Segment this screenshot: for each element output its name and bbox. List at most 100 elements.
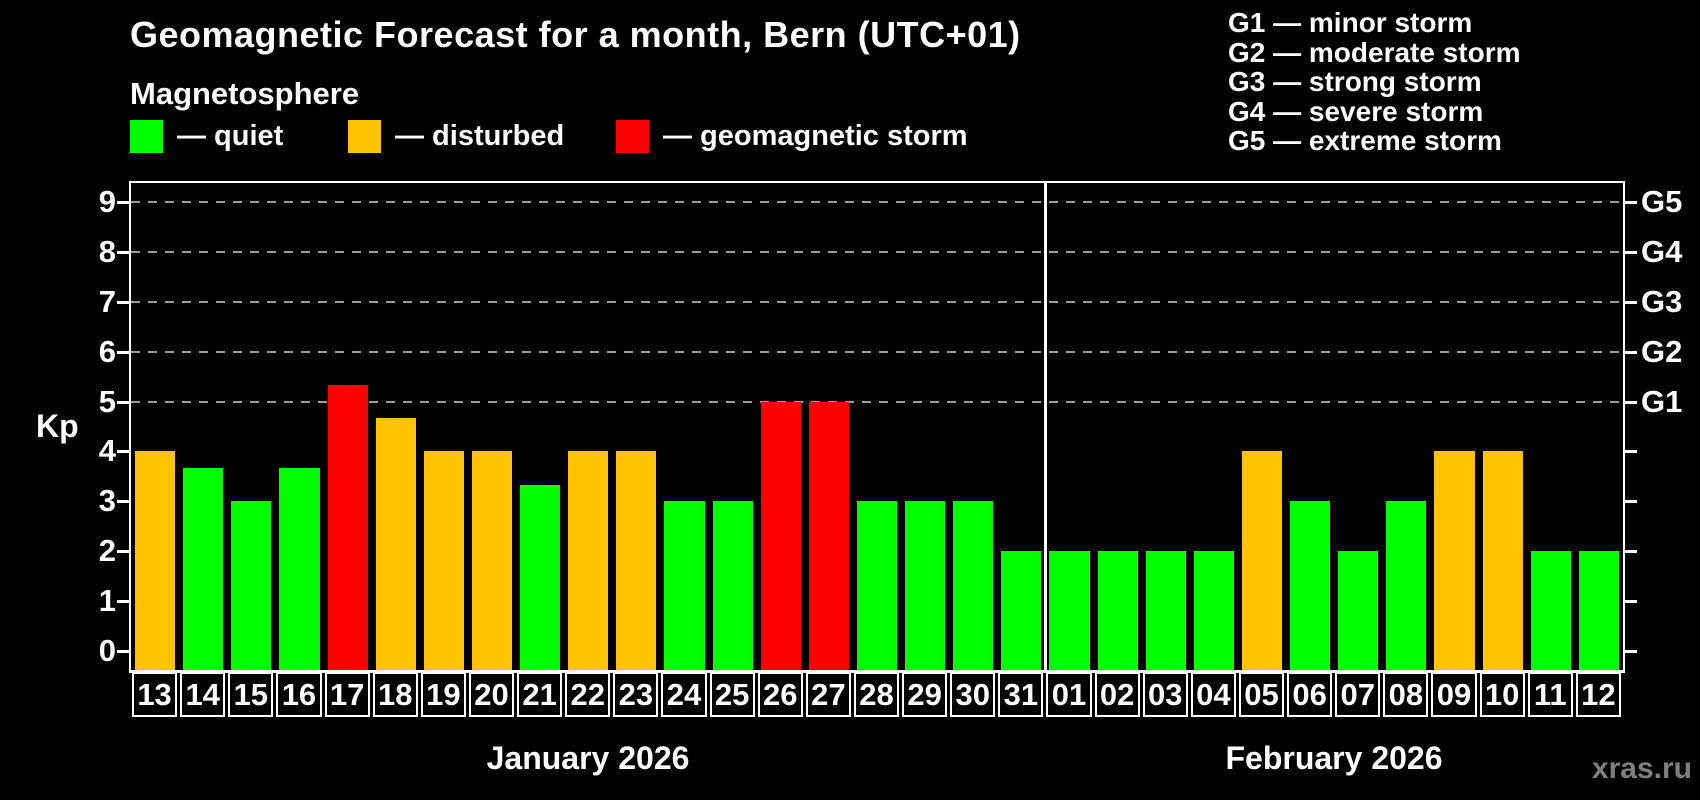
date-cell-24: 24	[661, 672, 707, 717]
kp-bar-25	[712, 501, 753, 670]
y-tick-label-1: 1	[98, 583, 116, 619]
g-scale-label-g5: G5	[1641, 183, 1683, 219]
y-axis-tick-right-2	[1625, 550, 1637, 554]
y-tick-label-8: 8	[98, 233, 116, 269]
y-tick-label-4: 4	[98, 433, 116, 469]
kp-bar-19	[423, 451, 464, 670]
g-scale-label-g2: G2	[1641, 333, 1683, 369]
g-scale-label-g3: G3	[1641, 283, 1683, 319]
kp-bar-30	[953, 501, 994, 670]
kp-bar-13	[135, 451, 176, 670]
quiet-legend-label: — quiet	[177, 120, 284, 152]
y-axis-tick-right-9	[1625, 200, 1637, 204]
month-label-january: January 2026	[486, 740, 690, 776]
kp-bar-05	[1241, 451, 1283, 670]
disturbed-legend-label: — disturbed	[395, 120, 565, 152]
date-cell-03: 03	[1142, 672, 1188, 717]
kp-bar-29	[905, 501, 946, 670]
month-separator	[1043, 183, 1047, 670]
kp-bar-11	[1530, 551, 1571, 670]
date-cell-07: 07	[1335, 672, 1381, 717]
y-tick-label-2: 2	[98, 533, 116, 569]
date-cell-23: 23	[613, 672, 659, 717]
y-axis-tick-left-5	[117, 400, 129, 404]
storm-legend-label: — geomagnetic storm	[663, 120, 968, 152]
date-cell-17: 17	[324, 672, 370, 717]
quiet-color-swatch	[130, 120, 163, 153]
date-cell-08: 08	[1383, 672, 1429, 717]
storm-scale-line-g2: G2 — moderate storm	[1228, 36, 1521, 68]
storm-scale-line-g4: G4 — severe storm	[1228, 95, 1484, 127]
chart-title: Geomagnetic Forecast for a month, Bern (…	[130, 14, 1021, 55]
kp-bar-16	[279, 467, 320, 670]
g-scale-label-g1: G1	[1641, 383, 1683, 419]
disturbed-color-swatch	[348, 120, 381, 153]
date-cell-26: 26	[757, 672, 803, 717]
y-axis-tick-right-0	[1625, 650, 1637, 654]
date-cell-13: 13	[132, 672, 178, 717]
y-axis-tick-right-5	[1625, 400, 1637, 404]
y-axis-tick-right-6	[1625, 350, 1637, 354]
y-axis-tick-right-3	[1625, 500, 1637, 504]
kp-bar-14	[183, 467, 224, 670]
storm-scale-legend: G1 — minor storm G2 — moderate storm G3 — …	[1228, 8, 1521, 156]
legend-item-disturbed: — disturbed	[348, 120, 564, 153]
kp-bar-09	[1434, 451, 1475, 670]
y-axis-tick-left-0	[117, 650, 129, 654]
date-cell-22: 22	[565, 672, 611, 717]
kp-bar-28	[856, 501, 898, 670]
date-cell-19: 19	[420, 672, 466, 717]
date-cell-25: 25	[709, 672, 755, 717]
kp-bar-27	[808, 401, 849, 670]
y-tick-label-0: 0	[98, 633, 116, 669]
kp-bar-17	[327, 385, 368, 670]
legend-item-storm: — geomagnetic storm	[616, 120, 968, 153]
date-cell-16: 16	[276, 672, 322, 717]
kp-bar-08	[1386, 501, 1427, 670]
kp-bar-31	[1001, 551, 1042, 670]
date-cell-30: 30	[950, 672, 996, 717]
y-axis-tick-left-7	[117, 300, 129, 304]
kp-bar-21	[520, 484, 561, 670]
date-cell-29: 29	[902, 672, 948, 717]
date-cell-04: 04	[1190, 672, 1236, 717]
gridline-kp-9	[131, 200, 1623, 203]
y-axis-tick-left-3	[117, 500, 129, 504]
y-axis-tick-left-6	[117, 350, 129, 354]
storm-scale-line-g1: G1 — minor storm	[1228, 7, 1473, 38]
kp-bar-20	[471, 451, 513, 670]
date-cell-18: 18	[372, 672, 418, 717]
kp-bar-01	[1049, 551, 1090, 670]
storm-scale-line-g3: G3 — strong storm	[1228, 66, 1482, 97]
month-label-february: February 2026	[1225, 740, 1443, 776]
g-scale-label-g4: G4	[1641, 233, 1683, 269]
storm-color-swatch	[616, 120, 649, 153]
gridline-kp-7	[131, 300, 1623, 303]
kp-bar-02	[1097, 551, 1138, 670]
date-cell-10: 10	[1479, 672, 1525, 717]
y-axis-tick-right-8	[1625, 250, 1637, 254]
storm-scale-line-g5: G5 — extreme storm	[1228, 125, 1502, 156]
y-axis-tick-right-7	[1625, 300, 1637, 304]
kp-bar-10	[1482, 451, 1523, 670]
date-cell-20: 20	[468, 672, 515, 717]
y-tick-label-9: 9	[98, 183, 116, 219]
date-cell-31: 31	[998, 672, 1044, 717]
gridline-kp-8	[131, 250, 1623, 253]
date-cell-01: 01	[1046, 672, 1092, 717]
y-axis-label: Kp	[36, 408, 79, 444]
kp-bar-18	[375, 418, 416, 670]
y-axis-tick-left-4	[117, 450, 129, 454]
gridline-kp-5	[131, 400, 1623, 403]
y-axis-tick-left-2	[117, 550, 129, 554]
kp-bar-26	[760, 401, 801, 670]
date-cell-02: 02	[1094, 672, 1140, 717]
kp-bar-23	[616, 451, 657, 670]
gridline-kp-6	[131, 350, 1623, 353]
kp-bar-04	[1193, 551, 1234, 670]
kp-bar-12	[1578, 551, 1619, 670]
y-axis-tick-left-8	[117, 250, 129, 254]
y-axis-tick-left-1	[117, 600, 129, 604]
date-cell-28: 28	[853, 672, 900, 717]
